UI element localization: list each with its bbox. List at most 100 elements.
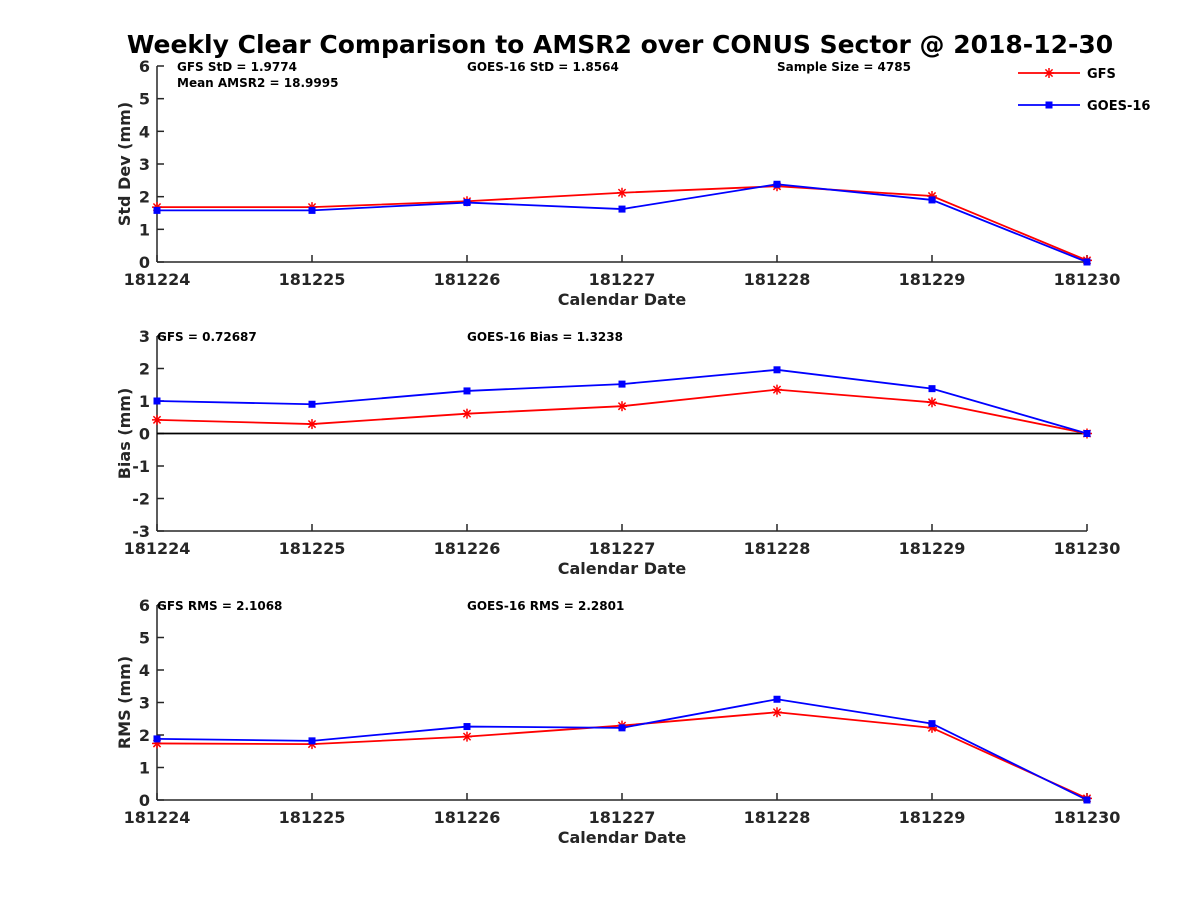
stat-annotation: GFS = 0.72687 [157,330,257,344]
series-gfs [152,181,1092,266]
x-tick-label: 181229 [899,808,966,827]
x-axis-title: Calendar Date [558,828,687,847]
marker-square [773,366,781,374]
y-tick-label: 6 [139,596,150,615]
marker-square [153,397,161,405]
y-axis-title: RMS (mm) [115,656,134,749]
marker-square [463,387,471,395]
y-tick-label: 0 [139,425,150,444]
marker-asterisk [307,419,317,429]
marker-square [1083,258,1091,266]
y-tick-label: 2 [139,188,150,207]
x-tick-label: 181224 [124,808,191,827]
stat-annotation: GOES-16 StD = 1.8564 [467,60,619,74]
x-tick-label: 181225 [279,808,346,827]
stat-annotation: GFS StD = 1.9774 [177,60,297,74]
stat-annotation: Mean AMSR2 = 18.9995 [177,76,338,90]
y-tick-label: 0 [139,253,150,272]
marker-asterisk [1044,68,1054,78]
x-tick-label: 181229 [899,539,966,558]
marker-square [928,196,936,204]
x-tick-label: 181226 [434,270,501,289]
x-axis-title: Calendar Date [558,559,687,578]
legend-label: GOES-16 [1087,99,1150,114]
stat-annotation: Sample Size = 4785 [777,60,911,74]
x-tick-label: 181230 [1054,808,1121,827]
x-tick-label: 181226 [434,808,501,827]
series-gfs [152,707,1092,804]
marker-square [153,735,161,743]
marker-square [153,206,161,214]
x-tick-label: 181227 [589,539,656,558]
marker-square [463,199,471,207]
legend: GFS GOES-16 [1018,67,1150,114]
y-tick-label: 6 [139,57,150,76]
series-line [156,698,1088,801]
marker-asterisk [462,409,472,418]
x-tick-label: 181230 [1054,270,1121,289]
marker-asterisk [617,402,627,411]
y-tick-label: 1 [139,392,150,411]
y-tick-label: 5 [139,629,150,648]
chart-panel-2: -3 -2 -1 0 1 2 3 181224 181225 181226 181227 181228… [115,327,1120,578]
series-line [156,388,1088,435]
y-tick-label: 4 [139,122,150,141]
x-tick-label: 181227 [589,270,656,289]
marker-square [928,720,936,728]
marker-square [773,180,781,188]
marker-square [618,380,626,388]
y-tick-label: 1 [139,220,150,239]
chart-panel-3: 0 1 2 3 4 5 6 181224 181225 181226 181227 181228 181… [115,596,1120,847]
series-goes-16 [153,366,1091,437]
marker-square [618,724,626,732]
marker-square [1083,430,1091,437]
legend-label: GFS [1087,67,1116,82]
series-goes-16 [153,695,1091,804]
y-tick-label: 5 [139,90,150,109]
y-tick-label: 3 [139,694,150,713]
marker-asterisk [617,188,627,197]
x-tick-label: 181226 [434,539,501,558]
x-tick-label: 181225 [279,539,346,558]
chart-title: Weekly Clear Comparison to AMSR2 over CO… [126,30,1114,59]
x-axis-title: Calendar Date [558,290,687,309]
y-tick-label: -2 [132,490,150,509]
marker-square [463,723,471,731]
x-tick-label: 181228 [744,270,811,289]
marker-asterisk [152,415,162,424]
y-tick-label: 3 [139,327,150,346]
y-tick-label: 3 [139,155,150,174]
marker-square [308,206,316,214]
y-tick-label: 2 [139,360,150,379]
stat-annotation: GFS RMS = 2.1068 [157,599,282,613]
stat-annotation: GOES-16 RMS = 2.2801 [467,599,624,613]
chart-panel-1: 0 1 2 3 4 5 6 181224 181225 181226 181227 181228 181… [115,57,1120,309]
marker-square [618,205,626,213]
marker-asterisk [772,385,782,394]
x-tick-label: 181228 [744,808,811,827]
series-gfs [152,384,1092,439]
x-tick-label: 181224 [124,539,191,558]
marker-square [928,385,936,393]
x-tick-label: 181229 [899,270,966,289]
marker-square [308,737,316,745]
marker-square [773,695,781,703]
marker-square [308,400,316,408]
marker-asterisk [927,398,937,407]
y-tick-label: -1 [132,457,150,476]
x-tick-label: 181224 [124,270,191,289]
marker-asterisk [772,708,782,717]
marker-asterisk [462,732,472,741]
y-axis-title: Std Dev (mm) [115,102,134,226]
x-tick-label: 181228 [744,539,811,558]
marker-square [1083,796,1091,804]
y-tick-label: -3 [132,522,150,541]
x-tick-label: 181225 [279,270,346,289]
x-tick-label: 181227 [589,808,656,827]
y-tick-label: 0 [139,791,150,810]
marker-square [1045,101,1053,109]
y-tick-label: 1 [139,759,150,778]
y-tick-label: 2 [139,726,150,745]
stat-annotation: GOES-16 Bias = 1.3238 [467,330,623,344]
